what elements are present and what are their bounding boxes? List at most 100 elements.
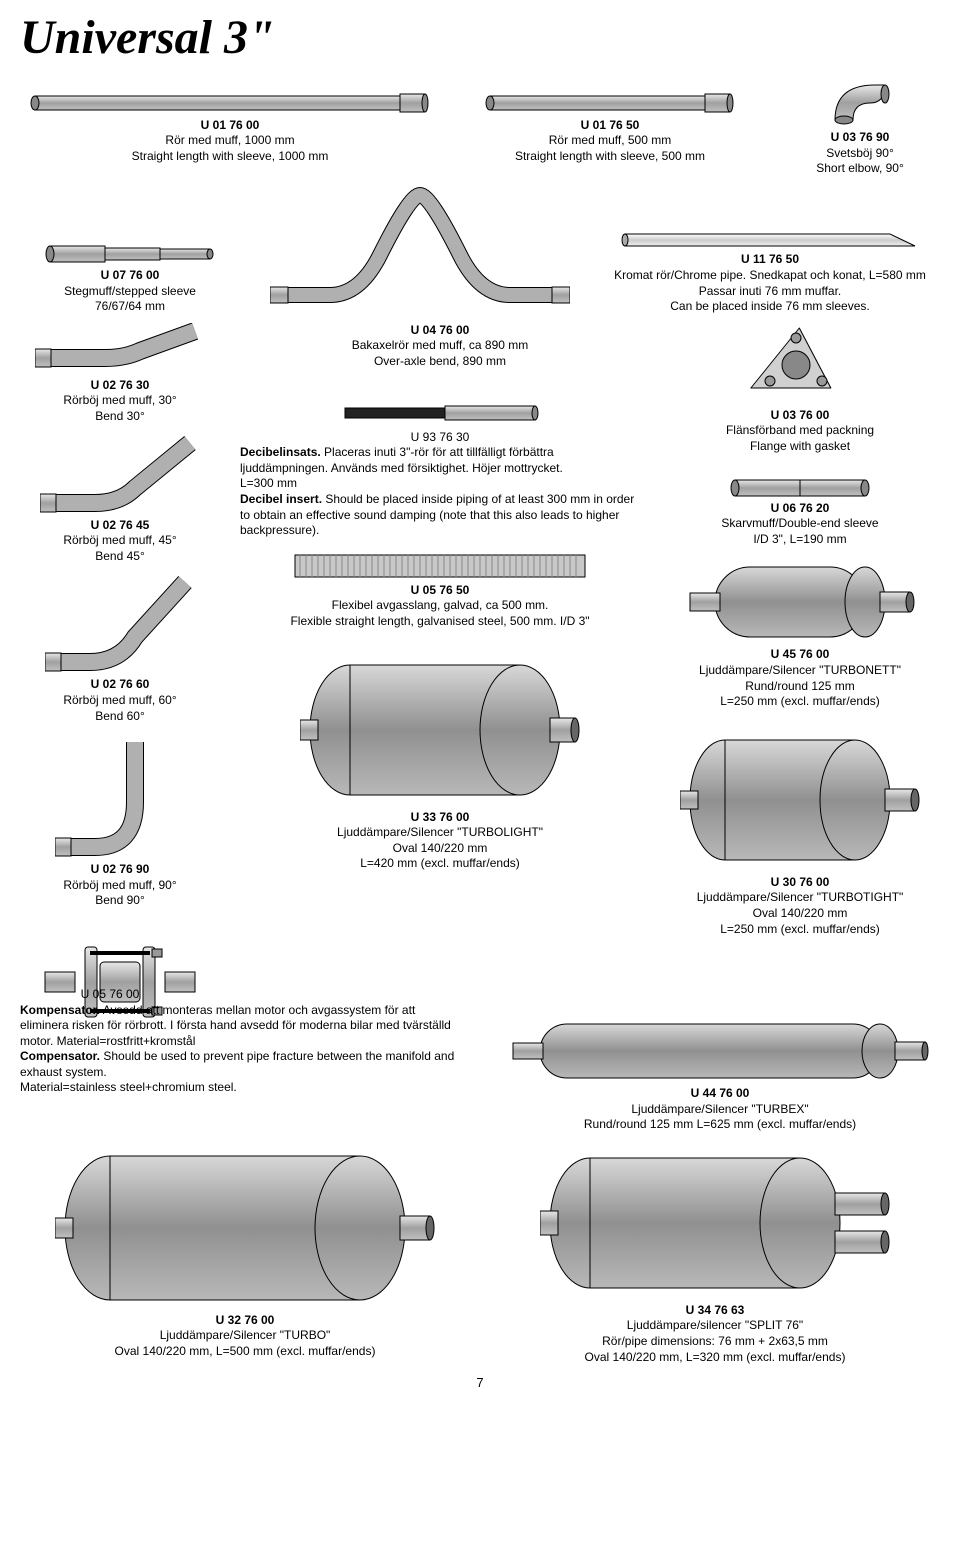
- product-desc: Rörböj med muff, 60°: [20, 693, 220, 709]
- product-desc: Ljuddämpare/Silencer "TURBO": [20, 1328, 470, 1344]
- product-code: U 07 76 00: [20, 268, 240, 284]
- bend-30-icon: [35, 323, 205, 378]
- product-desc: Decibel insert. Should be placed inside …: [240, 492, 634, 537]
- silencer-oval-small-icon: [680, 725, 920, 875]
- product-desc: Bend 90°: [20, 893, 220, 909]
- product-code: U 02 76 30: [20, 378, 220, 394]
- product-desc: Ljuddämpare/Silencer "TURBOLIGHT": [240, 825, 640, 841]
- product-code: U 02 76 60: [20, 677, 220, 693]
- product-desc: Bend 45°: [20, 549, 220, 565]
- product-code: U 03 76 90: [780, 130, 940, 146]
- product-desc: Rör med muff, 500 mm: [460, 133, 760, 149]
- product-desc: Rör/pipe dimensions: 76 mm + 2x63,5 mm: [490, 1334, 940, 1350]
- product-desc: Flexibel avgasslang, galvad, ca 500 mm.: [240, 598, 640, 614]
- split76-item: U 34 76 63 Ljuddämpare/silencer "SPLIT 7…: [490, 1143, 940, 1365]
- product-desc: Rund/round 125 mm: [660, 679, 940, 695]
- product-code: U 05 76 50: [240, 583, 640, 599]
- silencer-split-icon: [540, 1143, 890, 1303]
- product-desc: Over-axle bend, 890 mm: [240, 354, 640, 370]
- product-desc: Oval 140/220 mm, L=320 mm (excl. muffar/…: [490, 1350, 940, 1366]
- bend-30-item: U 02 76 30 Rörböj med muff, 30° Bend 30°: [20, 323, 220, 425]
- product-desc: Passar inuti 76 mm muffar.: [600, 284, 940, 300]
- product-code: U 01 76 00: [20, 118, 440, 134]
- product-desc: Rörböj med muff, 90°: [20, 878, 220, 894]
- product-desc: Rörböj med muff, 30°: [20, 393, 220, 409]
- product-code: U 32 76 00: [20, 1313, 470, 1329]
- product-desc: Short elbow, 90°: [780, 161, 940, 177]
- product-desc: Bend 30°: [20, 409, 220, 425]
- silencer-oval-icon: [300, 650, 580, 810]
- product-desc: Oval 140/220 mm: [660, 906, 940, 922]
- double-sleeve-icon: [730, 475, 870, 501]
- product-desc: Oval 140/220 mm: [240, 841, 640, 857]
- elbow-90-icon: [825, 75, 895, 130]
- flex-hose-item: U 05 76 50 Flexibel avgasslang, galvad, …: [240, 549, 640, 630]
- over-axle-text: U 04 76 00 Bakaxelrör med muff, ca 890 m…: [240, 323, 640, 370]
- product-desc: Ljuddämpare/Silencer "TURBOTIGHT": [660, 890, 940, 906]
- product-code: U 33 76 00: [240, 810, 640, 826]
- product-desc: Svetsböj 90°: [780, 146, 940, 162]
- chrome-pipe-icon: [620, 228, 920, 252]
- page-title: Universal 3": [20, 10, 940, 65]
- product-desc: L=300 mm: [240, 476, 297, 490]
- bend-60-item: U 02 76 60 Rörböj med muff, 60° Bend 60°: [20, 572, 220, 724]
- bend-45-icon: [40, 433, 200, 518]
- flange-item: U 03 76 00 Flänsförband med packning Fla…: [660, 323, 940, 455]
- product-desc: I/D 3", L=190 mm: [660, 532, 940, 548]
- turbolight-item: U 33 76 00 Ljuddämpare/Silencer "TURBOLI…: [240, 650, 640, 872]
- product-code: U 30 76 00: [660, 875, 940, 891]
- product-code: U 11 76 50: [600, 252, 940, 268]
- silencer-turbo-icon: [55, 1143, 435, 1313]
- product-code: U 02 76 45: [20, 518, 220, 534]
- product-code: U 02 76 90: [20, 862, 220, 878]
- over-axle-icon: [270, 185, 570, 315]
- product-desc: L=250 mm (excl. muffar/ends): [660, 922, 940, 938]
- product-desc: 76/67/64 mm: [20, 299, 240, 315]
- decibel-insert-icon: [340, 400, 540, 426]
- product-desc: Straight length with sleeve, 500 mm: [460, 149, 760, 165]
- stepped-sleeve-icon: [45, 240, 215, 268]
- product-desc: Rund/round 125 mm L=625 mm (excl. muffar…: [500, 1117, 940, 1133]
- product-code: U 01 76 50: [460, 118, 760, 134]
- product-desc: Straight length with sleeve, 1000 mm: [20, 149, 440, 165]
- product-code: U 45 76 00: [660, 647, 940, 663]
- product-desc: Rör med muff, 1000 mm: [20, 133, 440, 149]
- flange-icon: [750, 323, 850, 408]
- product-code: U 34 76 63: [490, 1303, 940, 1319]
- product-code: U 93 76 30: [240, 430, 640, 446]
- bend-90-item: U 02 76 90 Rörböj med muff, 90° Bend 90°: [20, 732, 220, 909]
- product-desc: L=420 mm (excl. muffar/ends): [240, 856, 640, 872]
- product-desc: Bakaxelrör med muff, ca 890 mm: [240, 338, 640, 354]
- product-desc: Oval 140/220 mm, L=500 mm (excl. muffar/…: [20, 1344, 470, 1360]
- product-desc: Ljuddämpare/Silencer "TURBEX": [500, 1102, 940, 1118]
- turbonett-item: U 45 76 00 Ljuddämpare/Silencer "TURBONE…: [660, 557, 940, 709]
- product-desc: Flange with gasket: [660, 439, 940, 455]
- product-desc: Rörböj med muff, 45°: [20, 533, 220, 549]
- turbotight-item: U 30 76 00 Ljuddämpare/Silencer "TURBOTI…: [660, 725, 940, 937]
- bend-60-icon: [45, 572, 195, 677]
- silencer-round-icon: [685, 557, 915, 647]
- product-code: U 44 76 00: [500, 1086, 940, 1102]
- bend-90-icon: [55, 732, 185, 862]
- product-desc: Can be placed inside 76 mm sleeves.: [600, 299, 940, 315]
- bend-45-item: U 02 76 45 Rörböj med muff, 45° Bend 45°: [20, 433, 220, 565]
- pipe-1000-icon: [30, 88, 430, 118]
- product-code: U 03 76 00: [660, 408, 940, 424]
- product-desc: Bend 60°: [20, 709, 220, 725]
- product-desc: Decibelinsats. Decibelinsats. Placeras i…: [240, 445, 563, 475]
- flex-hose-icon: [290, 549, 590, 583]
- product-desc: Stegmuff/stepped sleeve: [20, 284, 240, 300]
- product-desc: Flänsförband med packning: [660, 423, 940, 439]
- product-desc: Ljuddämpare/silencer "SPLIT 76": [490, 1318, 940, 1334]
- turbex-item: U 44 76 00 Ljuddämpare/Silencer "TURBEX"…: [500, 1016, 940, 1133]
- silencer-turbex-icon: [510, 1016, 930, 1086]
- product-code: U 04 76 00: [240, 323, 640, 339]
- pipe-500-icon: [485, 88, 735, 118]
- product-desc: Skarvmuff/Double-end sleeve: [660, 516, 940, 532]
- product-desc: Ljuddämpare/Silencer "TURBONETT": [660, 663, 940, 679]
- turbo-item: U 32 76 00 Ljuddämpare/Silencer "TURBO" …: [20, 1143, 470, 1360]
- product-desc: Kromat rör/Chrome pipe. Snedkapat och ko…: [600, 268, 940, 284]
- product-desc: L=250 mm (excl. muffar/ends): [660, 694, 940, 710]
- product-desc: Flexible straight length, galvanised ste…: [240, 614, 640, 630]
- page-number: 7: [20, 1375, 940, 1390]
